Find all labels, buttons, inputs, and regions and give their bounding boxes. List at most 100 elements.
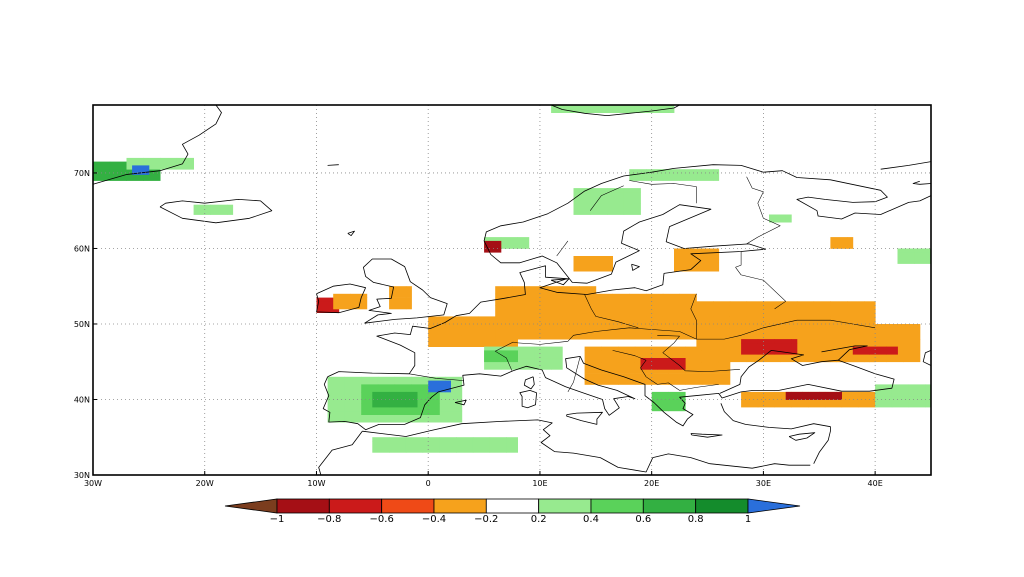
anomaly-cell-north-africa xyxy=(439,437,457,442)
anomaly-cell-svalbard xyxy=(567,105,586,113)
anomaly-cell-russia-s xyxy=(886,339,904,351)
border-line-11 xyxy=(629,180,697,204)
gridlines-layer xyxy=(93,105,931,475)
anomaly-cell-benelux-germany xyxy=(545,316,563,329)
anomaly-cell-iberia xyxy=(344,388,362,400)
anomaly-cell-ukraine-belarus xyxy=(830,305,848,317)
anomaly-cell-norway-mid xyxy=(590,191,608,204)
anomaly-cell-sweden-s xyxy=(590,256,608,261)
anomaly-cell-benelux-germany xyxy=(545,293,563,306)
anomaly-cell-turkey xyxy=(757,395,775,408)
anomaly-cell-balkans xyxy=(651,373,669,385)
anomaly-cell-norway-mid xyxy=(607,203,625,215)
anomaly-cell-ukraine-belarus xyxy=(864,301,876,306)
anomaly-cell-france-n xyxy=(445,324,463,336)
anomaly-cell-north-africa xyxy=(506,437,518,442)
anomaly-cell-east-turkey xyxy=(908,384,926,397)
anomaly-cell-iberia xyxy=(411,376,429,389)
anomaly-cell-poland xyxy=(646,293,664,306)
anomaly-cell-ukraine-belarus xyxy=(864,305,876,317)
coastline-crete xyxy=(690,433,723,438)
anomaly-cell-iberia xyxy=(344,376,362,389)
anomaly-cells-layer xyxy=(93,105,932,453)
anomaly-cell-norway-mid xyxy=(623,203,641,215)
anomaly-cell-balkans xyxy=(718,373,731,385)
anomaly-cell-poland xyxy=(646,305,664,317)
anomaly-cell-russia-s xyxy=(869,324,887,329)
border-line-4 xyxy=(690,293,697,340)
anomaly-cell-poland xyxy=(646,316,664,329)
anomaly-cell-alps-green2 xyxy=(500,350,518,363)
anomaly-cell-turkey xyxy=(741,395,759,408)
border-line-6 xyxy=(657,335,740,372)
anomaly-cell-turkey xyxy=(841,395,859,408)
anomaly-cell-turkey xyxy=(774,395,792,408)
anomaly-cell-balkans xyxy=(685,346,703,351)
anomaly-cell-ukraine-red xyxy=(757,342,775,355)
anomaly-cell-ukraine-belarus xyxy=(796,305,815,317)
anomaly-cell-balkans xyxy=(701,350,720,363)
anomaly-cell-benelux-germany xyxy=(495,293,513,306)
border-line-2 xyxy=(409,373,465,381)
anomaly-cell-france-n xyxy=(428,324,446,336)
anomaly-cell-ukraine-belarus xyxy=(780,305,798,317)
map-frame xyxy=(92,104,932,476)
coastline-white-sea-n xyxy=(912,180,932,185)
anomaly-cell-france-n xyxy=(445,335,463,347)
anomaly-cell-balkans xyxy=(601,346,619,351)
anomaly-cell-alps-green xyxy=(534,358,552,370)
colorbar-segment xyxy=(381,498,435,514)
anomaly-cell-ukraine-belarus xyxy=(713,301,731,306)
anomaly-cell-russia-s xyxy=(886,327,904,340)
anomaly-cell-poland xyxy=(662,316,680,329)
anomaly-cell-russia-s xyxy=(836,324,854,329)
anomaly-cell-balkans xyxy=(618,373,636,385)
y-tick-label: 70N xyxy=(74,169,90,178)
anomaly-cell-turkey xyxy=(757,391,775,397)
anomaly-cell-north-africa xyxy=(489,437,507,442)
anomaly-cell-ukraine-belarus xyxy=(830,301,848,306)
anomaly-cell-benelux-germany xyxy=(495,327,513,340)
anomaly-cell-north-africa xyxy=(405,437,424,442)
anomaly-cell-norway-north xyxy=(646,169,664,181)
colorbar-label: 0.2 xyxy=(531,514,547,525)
anomaly-cell-north-africa xyxy=(422,441,440,453)
colorbar-segment xyxy=(276,498,330,514)
anomaly-cell-benelux-germany xyxy=(512,316,530,329)
colorbar-label: 0.8 xyxy=(688,514,704,525)
anomaly-cell-alps-green xyxy=(551,358,563,370)
anomaly-cell-norway-mid xyxy=(623,188,641,193)
anomaly-cell-iberia xyxy=(445,399,463,412)
anomaly-cell-ukraine-belarus xyxy=(746,305,764,317)
anomaly-cell-balkans xyxy=(584,346,602,351)
anomaly-cell-russia-nw xyxy=(769,214,787,223)
anomaly-cell-balkans xyxy=(618,346,636,351)
anomaly-cell-russia-s xyxy=(852,327,870,340)
anomaly-cell-balkans xyxy=(618,361,636,374)
anomaly-cell-russia-s xyxy=(819,350,837,363)
anomaly-cell-iberia-inner xyxy=(405,391,418,397)
anomaly-cell-russia-s-red xyxy=(852,346,870,355)
anomaly-cell-ukraine-red xyxy=(774,339,792,344)
anomaly-cell-benelux-germany xyxy=(495,305,513,317)
anomaly-cell-russia-s xyxy=(869,350,887,363)
anomaly-cell-norway-mid xyxy=(590,203,608,215)
anomaly-cell-benelux-germany xyxy=(512,327,530,340)
anomaly-cell-benelux-germany xyxy=(562,327,580,340)
coastline-baleares xyxy=(454,399,467,406)
x-axis-ticks: 30W 20W 10W 0 10E 20E 30E 40E xyxy=(84,471,883,488)
anomaly-cell-turkey xyxy=(858,395,876,408)
anomaly-cell-alps-green xyxy=(500,358,518,370)
anomaly-cell-ukraine-belarus xyxy=(763,327,781,340)
anomaly-cell-france-n xyxy=(445,316,463,325)
border-line-8 xyxy=(567,356,581,393)
anomaly-cell-ukraine-belarus xyxy=(763,301,781,306)
anomaly-cell-benelux-germany xyxy=(579,293,597,306)
anomaly-cell-iberia-core xyxy=(361,391,379,404)
anomaly-cell-ukraine-red xyxy=(791,339,798,344)
anomaly-cell-russia-n xyxy=(830,237,848,249)
colorbar-label: 0.6 xyxy=(635,514,651,525)
y-tick-label: 30N xyxy=(74,471,90,480)
anomaly-cell-poland xyxy=(679,293,697,306)
